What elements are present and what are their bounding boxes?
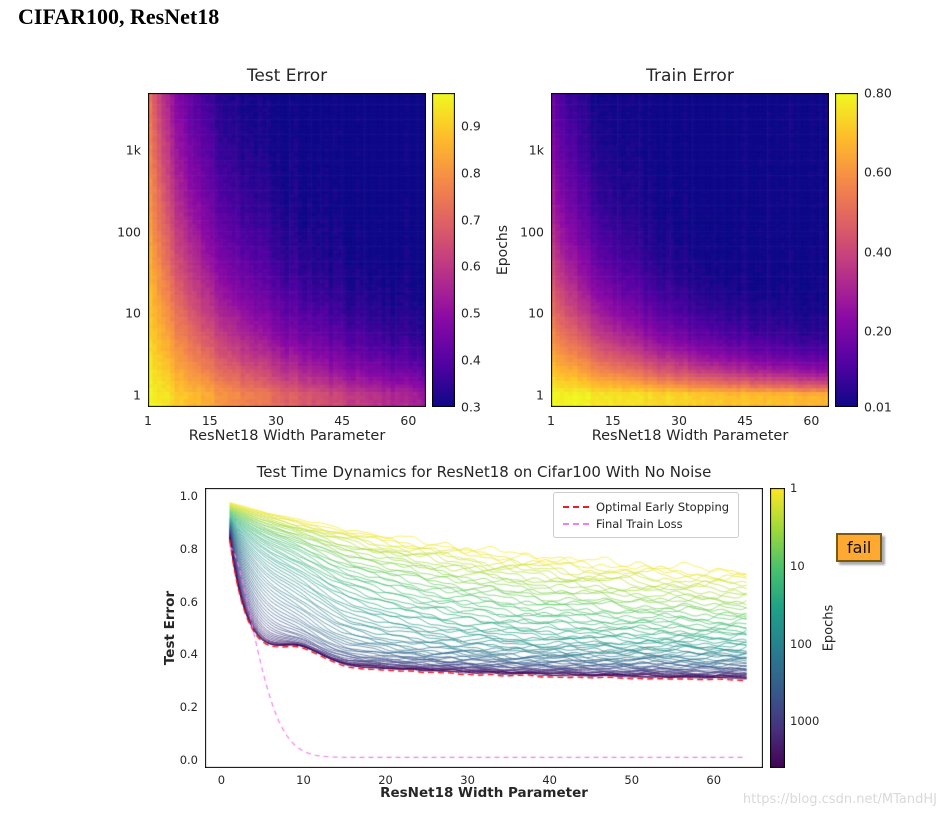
y-tick-label: 0.4: [179, 647, 198, 662]
test-error-heatmap: [148, 93, 426, 407]
y-tick-label: 1: [536, 387, 544, 403]
y-tick-label: 0.2: [179, 700, 198, 715]
fail-badge: fail: [836, 533, 883, 562]
colorbar-tick-label: 0.9: [461, 118, 481, 134]
colorbar-tick-label: 0.4: [461, 352, 481, 368]
x-tick-label: 50: [624, 773, 640, 787]
dynamics-ylabel: Test Error: [162, 590, 178, 666]
colorbar-tick-label: 0.6: [461, 258, 481, 274]
colorbar-tick-label: 1000: [790, 714, 820, 729]
y-tick-label: 10: [125, 305, 141, 321]
colorbar-tick-label: 0.8: [461, 165, 481, 181]
train-error-xlabel: ResNet18 Width Parameter: [591, 428, 789, 444]
colorbar-tick-label: 0.60: [864, 164, 892, 180]
legend-label-final-train-loss: Final Train Loss: [596, 516, 683, 531]
y-tick-label: 1k: [125, 142, 141, 158]
watermark: https://blog.csdn.net/MTandHJ: [742, 792, 937, 807]
x-tick-label: 60: [706, 773, 722, 787]
colorbar-tick-label: 0.5: [461, 305, 481, 321]
y-tick-label: 0.0: [179, 753, 198, 768]
colorbar-tick-label: 0.7: [461, 212, 481, 228]
train-error-heatmap: [551, 93, 829, 407]
x-tick-label: 20: [378, 773, 393, 787]
page-title: CIFAR100, ResNet18: [18, 4, 220, 29]
x-tick-label: 1: [144, 413, 152, 428]
x-tick-label: 45: [737, 413, 754, 428]
colorbar-tick-label: 0.01: [864, 399, 892, 415]
epochs-colorbar: [770, 488, 785, 768]
dynamics-xlabel: ResNet18 Width Parameter: [380, 785, 588, 801]
x-tick-label: 10: [296, 773, 311, 787]
colorbar-tick-label: 1: [790, 481, 798, 495]
x-tick-label: 0: [217, 773, 226, 787]
x-tick-label: 45: [334, 413, 351, 428]
epochs-colorbar-label: Epochs: [821, 604, 837, 652]
colorbar-tick-label: 0.40: [864, 244, 892, 260]
y-tick-label: 1.0: [179, 488, 198, 503]
colorbar-tick-label: 0.80: [864, 85, 892, 101]
x-tick-label: 60: [803, 413, 820, 428]
test-error-xlabel: ResNet18 Width Parameter: [188, 428, 386, 444]
colorbar-tick-label: 0.20: [864, 323, 892, 339]
dynamics-title: Test Time Dynamics for ResNet18 on Cifar…: [256, 463, 712, 481]
test-error-colorbar: [432, 93, 455, 407]
train-error-title: Train Error: [646, 66, 734, 86]
legend-entry: Optimal Early Stopping: [563, 498, 729, 515]
x-tick-label: 30: [268, 413, 284, 428]
x-tick-label: 15: [201, 413, 218, 428]
legend-entry: Final Train Loss: [563, 515, 729, 532]
y-tick-label: 1: [133, 387, 141, 403]
y-tick-label: 100: [117, 224, 141, 240]
test-error-title: Test Error: [246, 66, 328, 86]
x-tick-label: 1: [547, 413, 555, 428]
optimal-early-stopping-dash-icon: [563, 505, 589, 508]
x-tick-label: 30: [671, 413, 687, 428]
train-error-ylabel: Epochs: [495, 224, 511, 276]
y-tick-label: 0.6: [179, 594, 198, 609]
colorbar-tick-label: 100: [790, 636, 812, 651]
x-tick-label: 60: [400, 413, 417, 428]
legend-label-optimal-early-stopping: Optimal Early Stopping: [596, 499, 730, 514]
x-tick-label: 30: [460, 773, 475, 787]
legend: Optimal Early Stopping Final Train Loss: [553, 492, 740, 538]
y-tick-label: 100: [520, 224, 544, 240]
final-train-loss-dash-icon: [563, 522, 589, 525]
train-error-colorbar: [835, 93, 858, 407]
y-tick-label: 0.8: [179, 541, 198, 556]
x-tick-label: 40: [542, 773, 557, 787]
y-tick-label: 1k: [528, 142, 544, 158]
y-tick-label: 10: [528, 305, 544, 321]
x-tick-label: 15: [604, 413, 621, 428]
colorbar-tick-label: 0.3: [461, 399, 481, 415]
colorbar-tick-label: 10: [790, 558, 805, 573]
